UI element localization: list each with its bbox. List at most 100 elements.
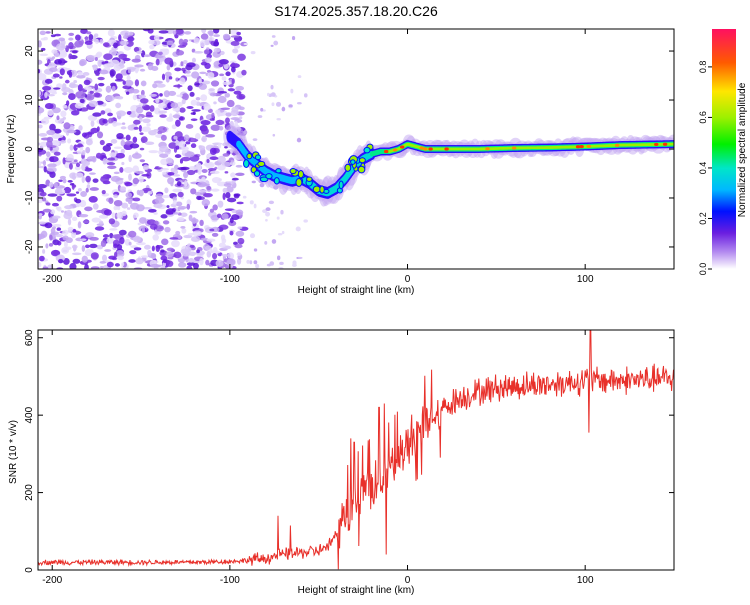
spectrogram-noise [149, 93, 157, 97]
spectrogram-noise [60, 110, 67, 118]
spectrogram-noise [54, 234, 64, 238]
spectrogram-noise [186, 62, 196, 68]
spectrogram-noise [180, 212, 188, 217]
spectrogram-noise [56, 83, 63, 89]
spectrogram-noise [81, 245, 86, 252]
spectrogram-noise [140, 89, 145, 97]
spectrogram-noise [108, 117, 114, 124]
spectrogram-noise [126, 75, 131, 81]
spectrogram-noise [113, 171, 120, 175]
spectrogram-noise [59, 49, 67, 57]
spectrogram-noise [231, 177, 239, 181]
spectrogram-noise [186, 265, 193, 269]
spectrogram-noise [266, 92, 270, 97]
spectrogram-noise [92, 64, 98, 71]
spectrogram-noise [114, 263, 120, 267]
spectrogram-noise [151, 65, 159, 72]
snr-ytick-label: 0 [24, 567, 35, 573]
spectrogram-noise [132, 235, 141, 243]
spectrogram-noise [201, 199, 210, 207]
spectrogram-noise [277, 255, 281, 261]
spectrogram-noise [212, 252, 218, 260]
spectrogram-noise [199, 258, 204, 266]
spectrogram-noise [88, 100, 99, 107]
colorbar-label: Normalized spectral amplitude [737, 82, 748, 217]
spectrogram-noise [95, 52, 101, 59]
spectrogram-noise [39, 53, 49, 57]
spectrogram-noise [173, 84, 183, 88]
spectrogram-noise [99, 261, 107, 264]
spectrogram-noise [177, 217, 185, 222]
spectrogram-noise [45, 202, 51, 206]
spectrogram-noise [217, 142, 222, 149]
spectrogram-noise [54, 59, 63, 65]
spectrogram-noise [77, 188, 82, 192]
snr-plot-area [38, 330, 674, 570]
spectrogram-noise [131, 89, 140, 94]
spectrogram-noise [175, 119, 181, 127]
spectrogram-noise [170, 102, 179, 109]
spectrogram-noise [226, 186, 234, 193]
spectrogram-noise [190, 236, 201, 243]
spectrogram-noise [184, 31, 192, 35]
spectrogram-clump [246, 153, 253, 160]
spectrogram-noise [206, 185, 212, 191]
spectrogram-noise [132, 214, 137, 219]
spectrogram-noise [151, 245, 155, 252]
spectrogram-noise [110, 175, 121, 182]
spectrogram-noise [158, 110, 168, 114]
spectrogram-noise [38, 142, 41, 146]
spectrogram-noise [235, 230, 245, 237]
spectrogram-noise [83, 86, 92, 91]
spectrogram-noise [162, 262, 167, 267]
spectrogram-noise [141, 126, 151, 132]
spectrogram-noise [178, 262, 187, 268]
spectrogram-noise [200, 120, 211, 126]
spectrogram-noise [136, 189, 141, 196]
snr-panel: -200 -100 0 100 0 200 400 600 Height of straigh… [8, 329, 675, 596]
spectrogram-hotspot [511, 146, 517, 150]
spectrogram-noise [186, 106, 194, 109]
snr-xtick-label: -200 [42, 575, 62, 586]
spectrogram-noise [139, 147, 145, 151]
colorbar-tick-label: 0.8 [698, 61, 708, 74]
spectrogram-noise [39, 141, 49, 147]
spectrogram-noise [86, 31, 92, 35]
spectrogram-clump [363, 146, 371, 154]
spectrogram-noise [48, 243, 54, 247]
spectrogram-noise [237, 237, 245, 245]
spectrogram-noise [177, 166, 187, 171]
spectrogram-noise [62, 257, 70, 265]
spectrogram-noise [128, 230, 137, 238]
spectrogram-noise [83, 79, 91, 86]
spectrogram-noise [166, 64, 171, 71]
spectrogram-noise [175, 145, 180, 150]
spectrogram-xtick-label: 100 [577, 274, 594, 285]
spectrogram-noise [134, 64, 144, 68]
spectrogram-noise [210, 124, 221, 131]
spectrogram-noise [164, 226, 171, 233]
spectrogram-noise [53, 87, 61, 90]
spectrogram-noise [134, 79, 140, 87]
spectrogram-noise [54, 187, 63, 195]
spectrogram-noise [54, 52, 60, 58]
spectrogram-noise [116, 255, 124, 261]
spectrogram-noise [62, 178, 67, 184]
spectrogram-noise [295, 226, 301, 232]
spectrogram-noise [73, 80, 78, 84]
spectrogram-noise [60, 118, 65, 123]
spectrogram-noise [265, 207, 271, 212]
spectrogram-noise [243, 43, 248, 46]
spectrogram-noise [207, 72, 215, 79]
spectrogram-noise [56, 195, 63, 202]
spectrogram-noise [212, 204, 218, 211]
spectrogram-noise [149, 105, 155, 112]
spectrogram-noise [231, 106, 239, 113]
spectrogram-noise [46, 140, 53, 148]
spectrogram-noise [54, 33, 61, 37]
spectrogram-noise [190, 218, 199, 224]
spectrogram-noise [120, 40, 129, 46]
spectrogram-noise [209, 92, 217, 97]
spectrogram-noise [165, 157, 173, 164]
spectrogram-noise [297, 75, 302, 79]
